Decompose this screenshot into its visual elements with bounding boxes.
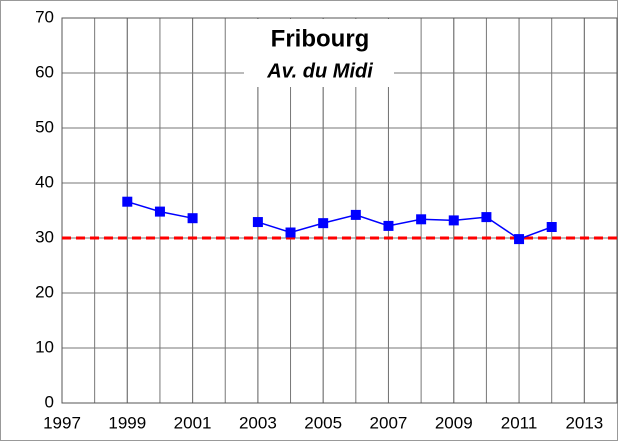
- marker: [514, 234, 525, 245]
- plot-frame: [61, 17, 618, 404]
- x-tick-label: 2011: [501, 413, 538, 432]
- x-tick-label: 2009: [435, 413, 473, 432]
- marker: [122, 196, 133, 207]
- marker: [154, 206, 165, 217]
- y-tick-label: 20: [35, 282, 54, 301]
- y-tick-label: 40: [35, 172, 54, 191]
- marker: [285, 227, 296, 238]
- chart-title: Fribourg: [271, 25, 370, 52]
- x-tick-label: 2005: [304, 413, 342, 432]
- marker: [350, 209, 361, 220]
- x-tick-label: 2001: [174, 413, 212, 432]
- marker: [416, 214, 427, 225]
- marker: [448, 215, 459, 226]
- chart-subtitle: Av. du Midi: [266, 60, 373, 82]
- y-tick-label: 30: [35, 227, 54, 246]
- marker: [546, 222, 557, 232]
- y-tick-label: 60: [35, 62, 54, 81]
- title-box: [244, 19, 394, 87]
- y-tick-label: 70: [35, 7, 54, 26]
- y-tick-label: 10: [35, 337, 54, 356]
- x-tick-label: 1997: [43, 413, 81, 432]
- x-tick-label: 2013: [565, 413, 603, 432]
- marker: [481, 212, 492, 223]
- x-tick-label: 2003: [239, 413, 277, 432]
- x-tick-label: 2007: [370, 413, 408, 432]
- marker: [318, 218, 329, 229]
- y-tick-label: 0: [45, 392, 54, 411]
- marker: [187, 213, 198, 224]
- marker: [383, 220, 394, 231]
- marker: [252, 217, 263, 228]
- y-tick-label: 50: [35, 117, 54, 136]
- x-tick-label: 1999: [108, 413, 146, 432]
